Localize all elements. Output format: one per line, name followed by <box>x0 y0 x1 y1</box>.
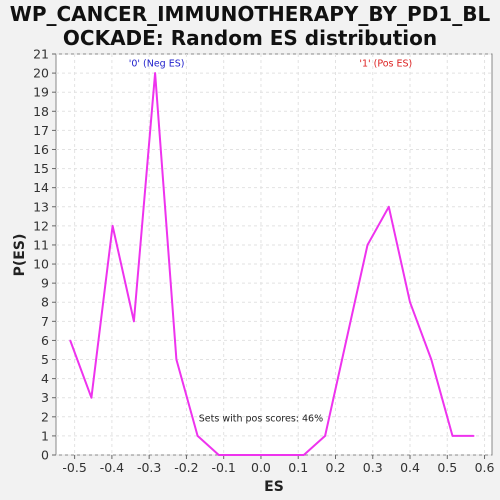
annotation-label: '1' (Pos ES) <box>359 59 412 70</box>
series-line <box>69 72 474 456</box>
data-point <box>90 396 93 399</box>
y-tick-label: 1 <box>41 428 49 443</box>
grid-lines <box>56 53 492 456</box>
x-axis-ticks: -0.5 -0.4 -0.3 -0.2 -0.1 0.0 0.1 0.2 0.3 0.4 0.5 0.… <box>62 455 495 475</box>
x-tick-label: 0.6 <box>475 460 495 475</box>
series-group <box>69 72 475 456</box>
y-tick-label: 18 <box>33 104 49 119</box>
x-tick-label: -0.1 <box>211 460 235 475</box>
x-tick-label: 0.1 <box>288 460 308 475</box>
y-tick-label: 0 <box>41 448 49 463</box>
data-point <box>281 454 284 456</box>
annotations: '0' (Neg ES) '1' (Pos ES) Sets with pos sc… <box>129 59 412 425</box>
y-tick-label: 6 <box>41 333 49 348</box>
data-point <box>218 454 220 456</box>
annotation-label: '0' (Neg ES) <box>129 59 185 70</box>
y-tick-label: 10 <box>33 257 49 272</box>
y-tick-label: 21 <box>33 47 49 62</box>
data-point <box>345 339 348 342</box>
annotation-label: Sets with pos scores: 46% <box>199 414 323 425</box>
x-axis-title: ES <box>264 479 284 495</box>
y-tick-label: 8 <box>41 295 49 310</box>
data-point <box>387 205 390 208</box>
y-tick-label: 16 <box>33 142 49 157</box>
y-tick-label: 11 <box>33 237 49 252</box>
y-tick-label: 19 <box>33 85 49 100</box>
y-tick-label: 15 <box>33 161 49 176</box>
data-point <box>239 454 241 456</box>
data-point <box>430 358 433 361</box>
data-point <box>324 435 326 437</box>
plot-area <box>55 53 493 456</box>
data-point <box>366 244 369 246</box>
y-tick-label: 2 <box>41 409 49 424</box>
data-point <box>260 454 263 456</box>
y-tick-label: 12 <box>33 218 49 233</box>
y-tick-label: 3 <box>41 390 49 405</box>
y-axis-title: P(ES) <box>12 234 28 277</box>
x-tick-label: 0.2 <box>326 460 346 475</box>
x-tick-label: 0.3 <box>363 460 383 475</box>
y-tick-label: 14 <box>33 180 49 195</box>
x-tick-label: -0.2 <box>174 460 198 475</box>
x-tick-label: -0.5 <box>62 460 86 475</box>
x-tick-label: 0.5 <box>437 460 457 475</box>
chart-title-line-2: OCKADE: Random ES distribution <box>62 26 438 50</box>
data-point <box>196 435 199 437</box>
data-point <box>451 435 454 437</box>
x-tick-label: -0.3 <box>137 460 161 475</box>
x-tick-label: -0.4 <box>100 460 124 475</box>
data-point <box>409 301 411 304</box>
y-tick-label: 5 <box>41 352 49 367</box>
data-point <box>69 339 71 342</box>
data-point <box>111 225 114 227</box>
y-tick-label: 4 <box>41 371 49 386</box>
y-tick-label: 17 <box>33 123 49 138</box>
chart-title: WP_CANCER_IMMUNOTHERAPY_BY_PD1_BL OCKADE… <box>0 2 500 50</box>
data-point <box>303 454 305 456</box>
chart-title-line-1: WP_CANCER_IMMUNOTHERAPY_BY_PD1_BL <box>9 2 491 26</box>
y-tick-label: 20 <box>33 66 49 81</box>
x-tick-label: 0.0 <box>251 460 271 475</box>
x-tick-label: 0.4 <box>400 460 420 475</box>
y-tick-label: 9 <box>41 276 49 291</box>
data-point <box>472 435 475 437</box>
data-point <box>133 320 135 323</box>
data-point <box>175 358 178 361</box>
y-tick-label: 7 <box>41 314 49 329</box>
data-point <box>154 72 156 74</box>
y-tick-label: 13 <box>33 199 49 214</box>
